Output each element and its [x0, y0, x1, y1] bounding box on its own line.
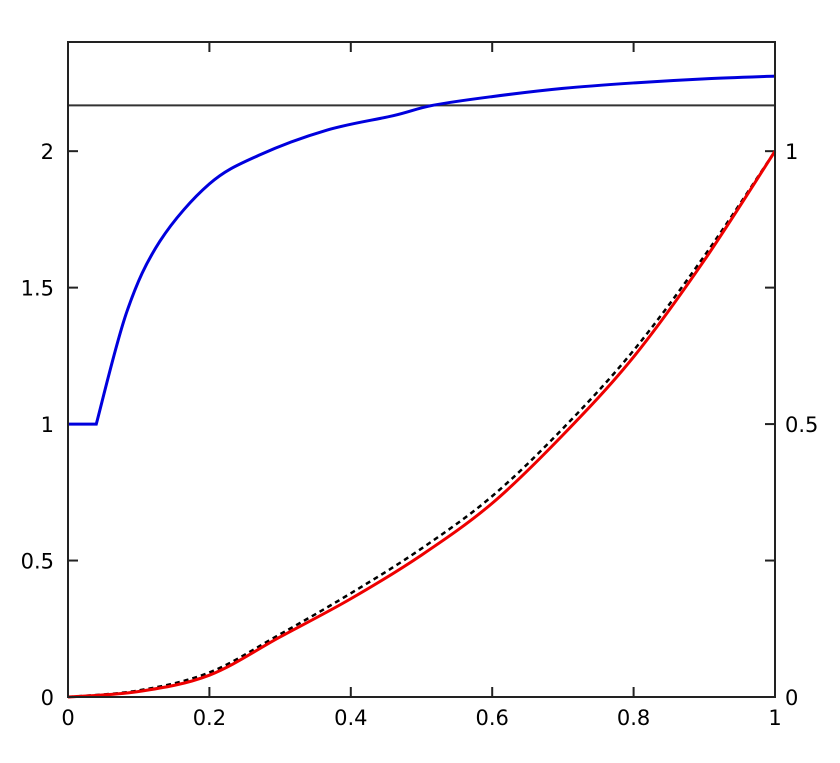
series-line-1: [67, 150, 777, 699]
x-tick-label: 0: [61, 706, 74, 730]
y-tick-label: 2: [41, 140, 54, 164]
x-tick-label: 1: [768, 706, 781, 730]
x-tick-label: 0.4: [334, 706, 367, 730]
x-tick-label: 0.6: [475, 706, 508, 730]
y-tick-label: 0.5: [21, 550, 54, 574]
x-tick-label: 0.8: [617, 706, 650, 730]
series-line-2: [67, 150, 777, 699]
ticks: [67, 42, 776, 698]
x-tick-label: 0.2: [193, 706, 226, 730]
y-tick-label: 1.5: [21, 277, 54, 301]
series-lines: [67, 74, 777, 699]
series-line-0: [68, 74, 776, 426]
y-tick-label: 0: [41, 686, 54, 710]
plot-frame: [67, 41, 776, 698]
y2-tick-label: 0.5: [785, 413, 818, 437]
y2-tick-label: 1: [785, 140, 798, 164]
y2-tick-label: 0: [785, 686, 798, 710]
y-tick-label: 1: [41, 413, 54, 437]
